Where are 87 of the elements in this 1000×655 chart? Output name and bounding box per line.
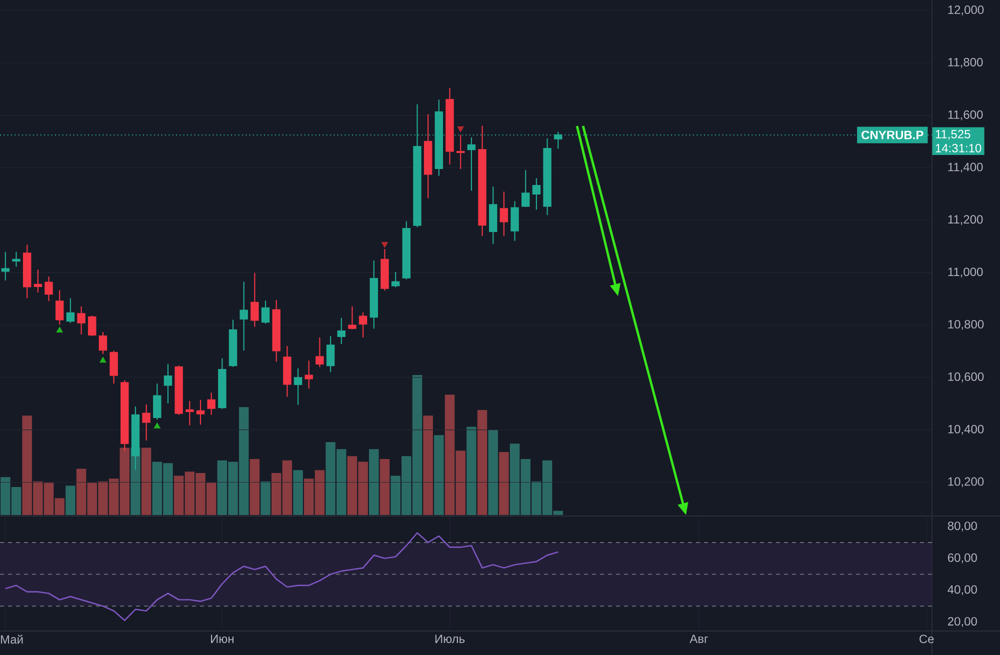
candlestick [358,312,368,338]
y-tick-label: 10,600 [948,372,984,382]
point [56,326,63,332]
candlestick [294,368,302,406]
candlestick [1,251,10,281]
y-tick-label: 40,00 [948,585,977,596]
bar [380,458,390,515]
bar [466,426,476,515]
y-tick-label: 11,000 [948,268,983,278]
candlestick [402,220,411,280]
candlestick [77,306,86,335]
candlestick [207,392,216,416]
candlestick [337,317,346,345]
y-tick-label: 11,600 [948,110,983,120]
y-tick-label: 20,00 [948,617,977,627]
bar [434,435,444,515]
x-tick-label: Авг [690,634,708,643]
candlestick [174,365,183,416]
y-tick-label: 10,400 [948,424,984,435]
y-tick-label: 11,400 [948,162,983,173]
y-tick-label: 10,200 [948,477,984,488]
annotation: CNYRUB.P [862,130,924,140]
ref-line-label: 11,525 [936,130,970,140]
candlestick [186,400,194,426]
bar [141,448,152,515]
point [100,356,106,363]
candlestick [240,281,248,352]
candlestick [391,272,400,288]
candlestick [218,358,226,410]
y-tick-label: 11,200 [948,215,983,226]
candlestick [44,276,53,302]
candlestick [22,244,32,299]
candlestick [510,200,519,242]
point [154,422,160,428]
bar [66,486,76,515]
bar [477,410,488,515]
candlestick [250,272,259,328]
point [381,242,388,248]
bar [423,416,433,515]
candlestick [55,290,64,325]
bar [499,452,509,515]
candlestick [326,335,335,373]
candlestick [110,350,118,384]
bar [488,430,498,515]
bar [250,458,260,515]
candlestick [304,360,313,390]
bar [369,449,379,515]
candlestick [283,345,292,398]
candlestick [488,186,498,245]
candlestick [98,332,108,355]
candlestick [272,299,280,362]
text: 14:31:10 [936,144,982,152]
x-tick-label: Се [920,634,934,644]
bar [293,470,303,515]
candlestick [543,138,552,216]
candlestick [370,260,378,330]
x-tick-label: Июн [211,634,234,644]
point [457,126,464,132]
y-tick-label: 80,00 [948,522,977,532]
y-tick-label: 12,000 [948,6,984,16]
candlestick [228,319,238,368]
candlestick [164,363,172,404]
candlestick [521,170,530,208]
candlestick [478,125,486,236]
candlestick [467,136,476,192]
candlestick [456,134,465,170]
candlestick [261,300,270,324]
y-tick-label: 11,800 [948,58,983,68]
x-tick-label: Май [0,634,23,644]
candlestick [424,114,432,199]
candlestick [34,269,42,294]
candlestick [196,399,205,426]
candlestick [88,315,96,337]
candlestick [446,88,454,165]
candlestick [142,404,150,442]
y-tick-label: 10,800 [948,320,984,330]
y-tick-label: 60,00 [948,553,977,564]
candlestick [12,251,20,268]
candlestick [532,178,541,210]
bar [260,481,270,515]
candlestick [380,248,389,292]
candlestick [500,191,508,236]
candlestick [66,298,75,324]
candlestick [153,383,162,420]
x-tick-label: Июль [435,634,465,644]
candlestick [348,306,356,330]
candlestick [316,337,324,368]
